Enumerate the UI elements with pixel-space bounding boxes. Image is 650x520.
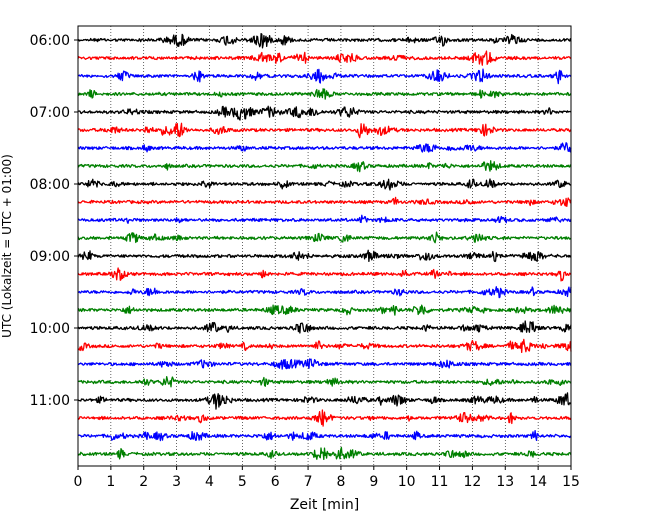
x-tick-label: 13: [496, 474, 514, 490]
y-tick-label: 09:00: [30, 249, 70, 265]
x-tick-label: 12: [463, 474, 481, 490]
y-tick-label: 10:00: [30, 321, 70, 337]
trace-0915: [77, 267, 572, 282]
trace-0730: [77, 142, 572, 153]
trace-0700: [77, 105, 572, 121]
trace-1100: [77, 392, 572, 410]
trace-0830: [78, 214, 572, 224]
x-tick-label: 0: [74, 474, 83, 490]
trace-0645: [77, 88, 572, 100]
x-tick-label: 5: [238, 474, 247, 490]
x-tick-label: 9: [369, 474, 378, 490]
trace-0815: [77, 196, 572, 208]
x-tick-label: 3: [172, 474, 181, 490]
x-tick-label: 4: [205, 474, 214, 490]
seismic-traces: [77, 32, 572, 461]
y-tick-label: 07:00: [30, 105, 70, 121]
trace-0715: [77, 122, 572, 139]
y-tick-label: 11:00: [30, 393, 70, 409]
x-tick-label: 7: [304, 474, 313, 490]
x-tick-label: 14: [529, 474, 547, 490]
trace-1130: [77, 429, 572, 442]
y-axis-label: UTC (Lokalzeit = UTC + 01:00): [0, 154, 14, 338]
trace-0800: [77, 178, 572, 191]
trace-1045: [77, 376, 572, 388]
trace-0630: [77, 68, 572, 85]
trace-0845: [77, 231, 572, 244]
x-tick-label: 8: [336, 474, 345, 490]
x-tick-label: 11: [431, 474, 449, 490]
trace-1115: [77, 409, 572, 427]
plot-frame: [77, 25, 572, 467]
trace-0930: [77, 286, 572, 299]
vertical-grid: [110, 26, 539, 466]
y-tick-label: 06:00: [30, 33, 70, 49]
x-tick-label: 15: [562, 474, 580, 490]
y-axis-ticks: 06:00 07:00 08:00 09:00 10:00 11:00: [30, 33, 78, 409]
trace-0945: [77, 304, 572, 316]
trace-1000: [77, 320, 572, 334]
x-tick-label: 1: [106, 474, 115, 490]
trace-0745: [77, 160, 572, 173]
x-tick-label: 10: [398, 474, 416, 490]
x-tick-label: 2: [139, 474, 148, 490]
trace-1145: [77, 446, 572, 461]
trace-0600: [77, 32, 572, 49]
x-axis-label: Zeit [min]: [290, 497, 359, 513]
trace-0900: [77, 249, 572, 263]
trace-1030: [77, 358, 572, 370]
x-tick-label: 6: [271, 474, 280, 490]
x-axis-ticks: 0 1 2 3 4 5 6 7 8 9 10 11 12 13 14 15: [74, 466, 580, 490]
trace-1015: [77, 338, 572, 354]
trace-0615: [77, 50, 572, 66]
y-tick-label: 08:00: [30, 177, 70, 193]
